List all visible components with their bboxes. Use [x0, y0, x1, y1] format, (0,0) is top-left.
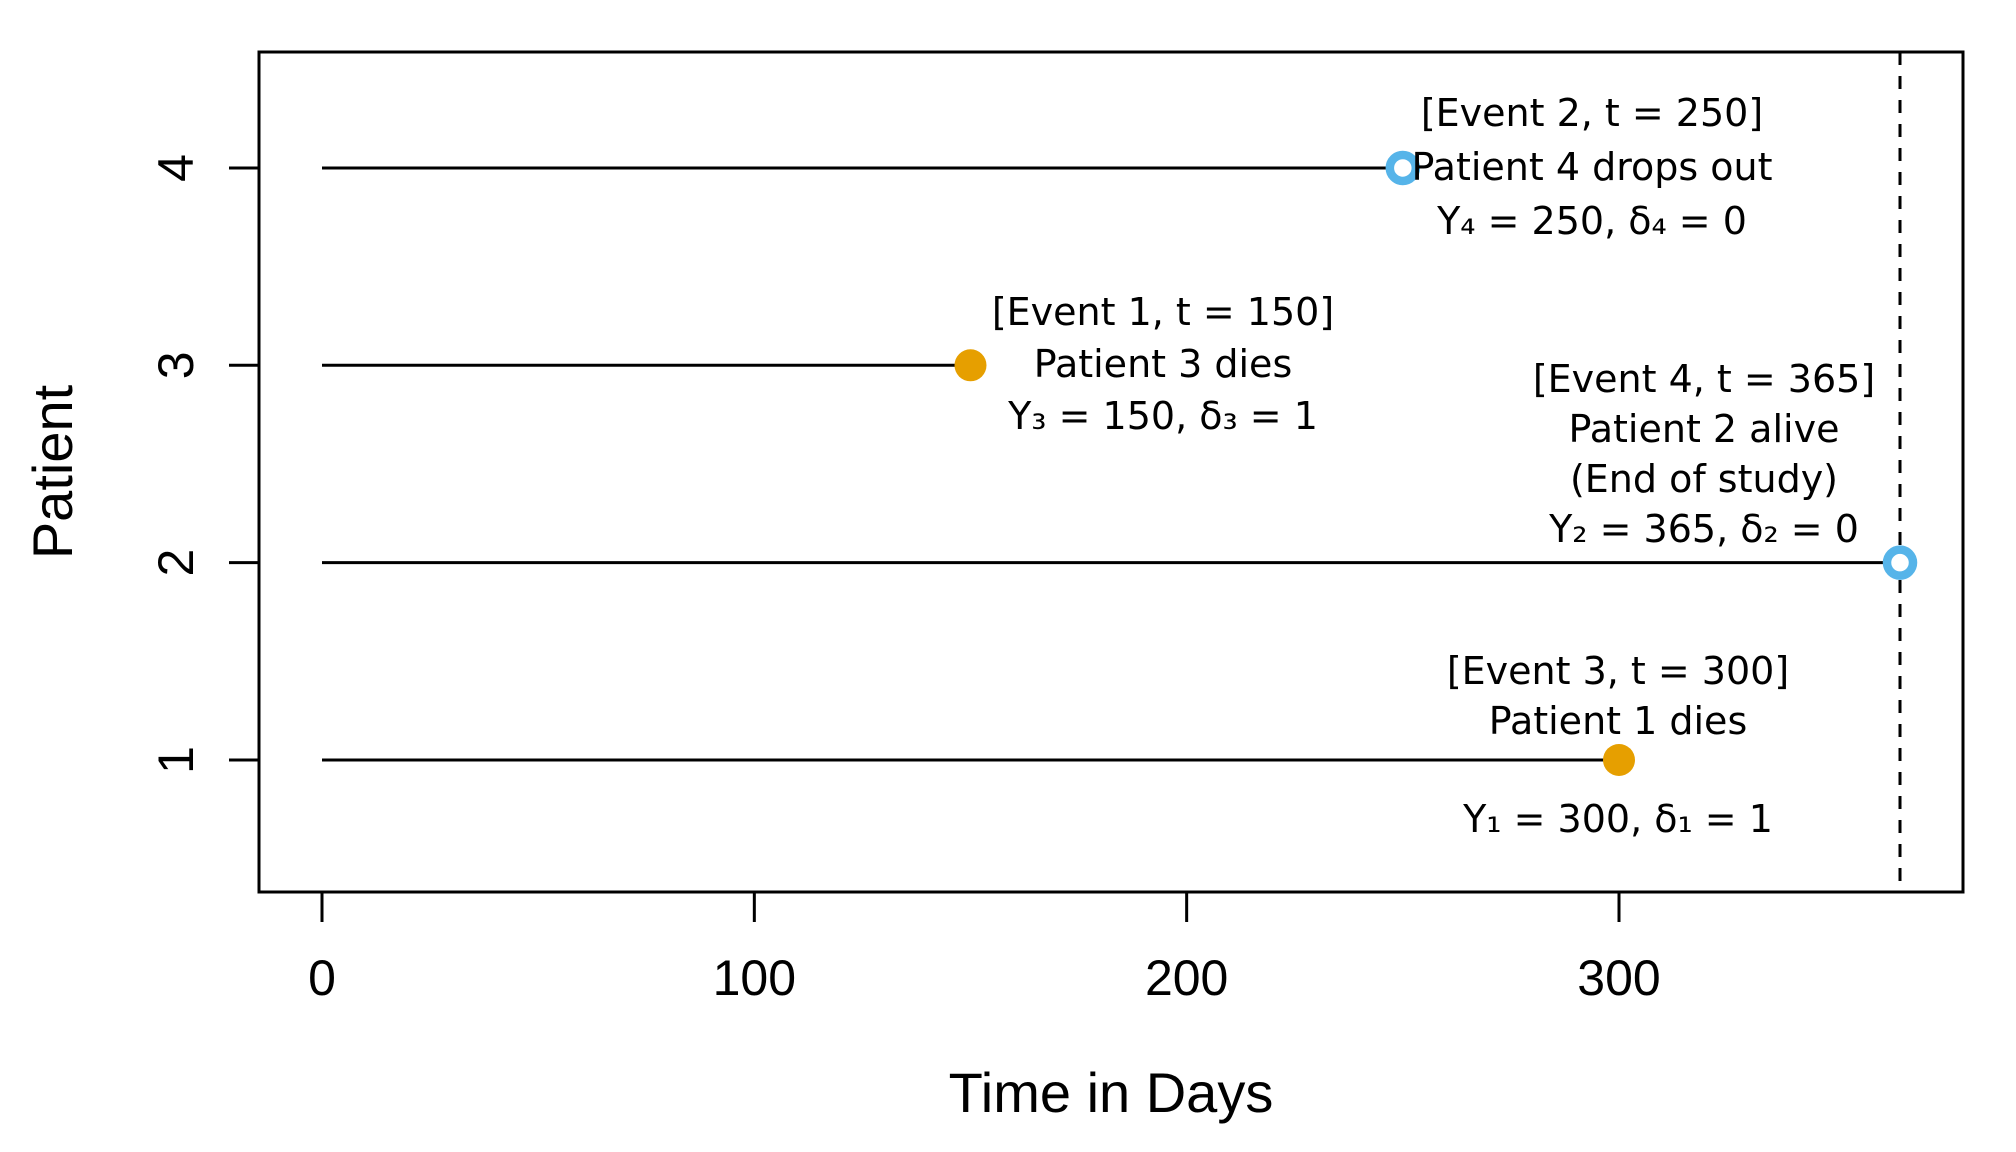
patient-3-annotation-line: Y₃ = 150, δ₃ = 1 — [1007, 394, 1318, 438]
patient-4-annotation-line: Y₄ = 250, δ₄ = 0 — [1436, 199, 1747, 243]
x-axis-title: Time in Days — [949, 1061, 1274, 1124]
patient-1-annotation-line: Y₁ = 300, δ₁ = 1 — [1462, 797, 1773, 841]
y-axis-tick-label: 3 — [148, 351, 204, 379]
patient-2-censor-marker-icon — [1882, 545, 1918, 580]
patient-1-annotation-line: Patient 1 dies — [1489, 699, 1748, 743]
y-axis-tick-label: 2 — [148, 549, 204, 577]
x-axis-tick-label: 0 — [308, 950, 336, 1006]
plot-border — [257, 50, 1965, 894]
x-axis-tick-label: 300 — [1577, 950, 1660, 1006]
patient-2-annotation-line: Patient 2 alive — [1569, 407, 1840, 451]
patient-1-annotation-line: [Event 3, t = 300] — [1447, 649, 1789, 693]
patient-3-death-marker-icon — [954, 349, 987, 382]
patient-4-annotation-line: Patient 4 drops out — [1411, 145, 1772, 189]
patient-3-annotation-line: [Event 1, t = 150] — [992, 290, 1334, 334]
patient-2-annotation-line: Y₂ = 365, δ₂ = 0 — [1548, 507, 1859, 551]
patient-2-annotation-line: (End of study) — [1570, 457, 1838, 501]
y-axis-title: Patient — [21, 384, 84, 559]
y-axis-tick-label: 4 — [148, 154, 204, 182]
x-axis-tick-label: 200 — [1145, 950, 1228, 1006]
patient-4-censor-marker-icon — [1385, 150, 1421, 186]
patient-2-annotation-line: [Event 4, t = 365] — [1533, 357, 1875, 401]
y-axis-tick-label: 1 — [148, 746, 204, 774]
x-axis-tick-label: 100 — [713, 950, 796, 1006]
patient-3-annotation-line: Patient 3 dies — [1034, 342, 1293, 386]
patient-1-death-marker-icon — [1602, 743, 1635, 776]
patient-4-annotation-line: [Event 2, t = 250] — [1421, 91, 1763, 135]
chart-drawing-layer: 0 100 200 300 1 2 3 4 [Event 3, t = 300] Patient … — [148, 50, 1965, 1006]
